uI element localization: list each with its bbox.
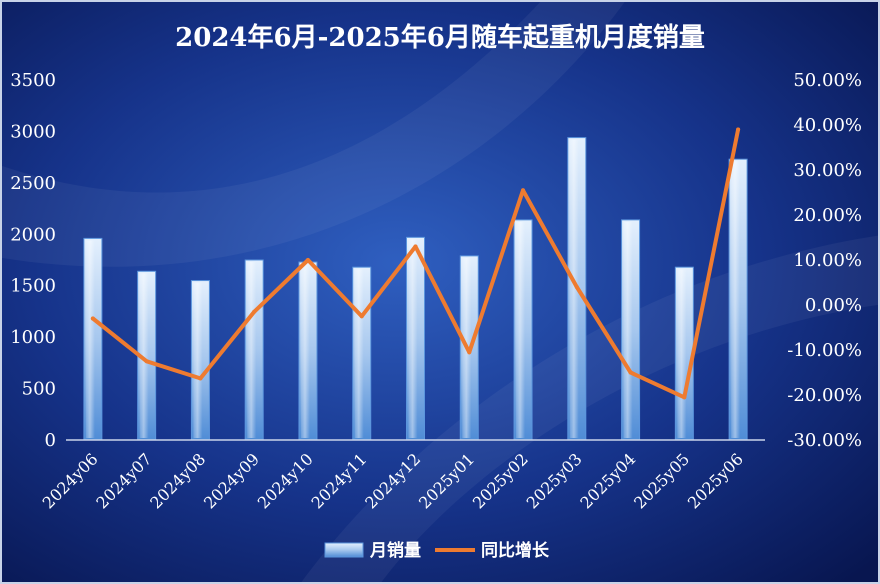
right-tick-label: 20.00% — [793, 205, 862, 226]
bar-highlight — [623, 221, 633, 438]
bar-highlight — [85, 240, 95, 438]
bar-highlight — [247, 262, 257, 438]
left-tick-label: 2000 — [10, 224, 56, 245]
right-tick-label: 30.00% — [793, 160, 862, 181]
line-point — [736, 127, 741, 132]
chart-title: 2024年6月-2025年6月随车起重机月度销量 — [175, 22, 705, 53]
line-point — [198, 376, 203, 381]
line-series — [90, 127, 741, 400]
left-tick-label: 1000 — [10, 327, 56, 348]
bar-highlight — [569, 139, 579, 438]
right-tick-label: 50.00% — [793, 70, 862, 91]
right-tick-label: 10.00% — [793, 250, 862, 271]
line-point — [90, 316, 95, 321]
line-point — [574, 285, 579, 289]
left-tick-label: 2500 — [10, 173, 56, 194]
background-swoosh-1 — [0, 0, 627, 267]
left-axis-ticks: 0 500 1000 1500 2000 2500 3000 3500 — [10, 70, 56, 451]
right-tick-label: -20.00% — [787, 385, 862, 406]
right-tick-label: 40.00% — [793, 115, 862, 136]
legend: 月销量 同比增长 — [324, 540, 550, 561]
bar-highlight — [300, 264, 310, 438]
bar-highlight — [516, 221, 526, 438]
legend-label-bar: 月销量 — [369, 540, 421, 561]
line-point — [467, 350, 472, 355]
bar-series — [83, 137, 748, 441]
bar-highlight — [139, 273, 149, 438]
left-tick-label: 1500 — [10, 276, 56, 297]
bar-highlight — [193, 282, 203, 438]
legend-swatch-bar — [324, 542, 364, 558]
line-point — [682, 395, 687, 400]
bar-highlight — [677, 269, 687, 438]
bar-highlight — [354, 269, 364, 438]
line-point — [305, 258, 310, 262]
legend-label-line: 同比增长 — [481, 540, 550, 561]
right-tick-label: 0.00% — [805, 295, 862, 316]
line-point — [144, 359, 149, 364]
line-point — [252, 309, 257, 314]
line-point — [359, 314, 364, 319]
line-point — [413, 244, 418, 249]
left-tick-label: 500 — [22, 379, 56, 400]
left-tick-label: 3000 — [10, 121, 56, 142]
right-axis-ticks: -30.00% -20.00% -10.00% 0.00% 10.00% 20.00% 30… — [787, 70, 862, 451]
right-tick-label: -10.00% — [787, 340, 862, 361]
right-tick-label: -30.00% — [787, 430, 862, 451]
left-tick-label: 0 — [45, 430, 56, 451]
bar-highlight — [408, 239, 418, 438]
bar-highlight — [731, 161, 741, 438]
line-point — [628, 370, 633, 375]
left-tick-label: 3500 — [10, 70, 56, 91]
line-point — [521, 188, 526, 193]
